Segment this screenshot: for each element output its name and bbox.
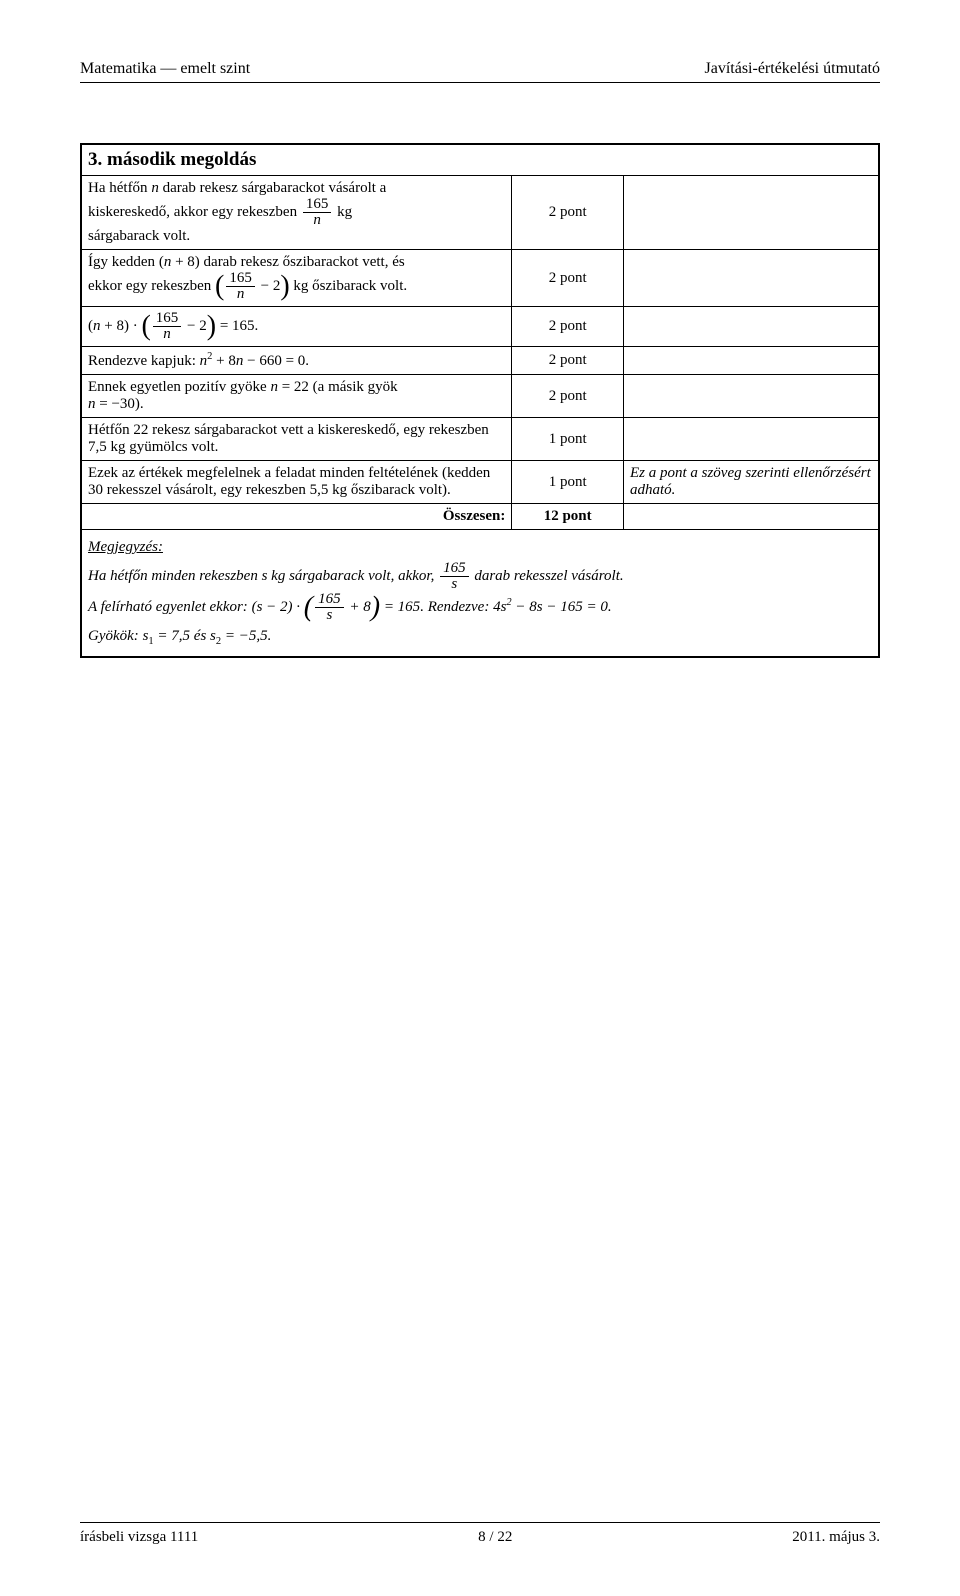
row0-desc: Ha hétfőn n darab rekesz sárgabarackot v… bbox=[82, 176, 512, 250]
row4-pts: 2 pont bbox=[512, 375, 624, 418]
solution-box: 3. második megoldás Ha hétfőn n darab re… bbox=[80, 143, 880, 658]
header-right: Javítási-értékelési útmutató bbox=[705, 60, 881, 78]
row6-pts: 1 pont bbox=[512, 461, 624, 504]
rubric-table: 3. második megoldás Ha hétfőn n darab re… bbox=[81, 144, 879, 657]
row0-frac: 165n bbox=[303, 197, 332, 228]
footer-center: 8 / 22 bbox=[478, 1529, 512, 1546]
row2-note bbox=[623, 307, 878, 347]
row3-note bbox=[623, 347, 878, 375]
row3-pts: 2 pont bbox=[512, 347, 624, 375]
row0-t1: Ha hétfőn bbox=[88, 180, 151, 196]
row1-t1: Így kedden bbox=[88, 254, 159, 270]
row1-note bbox=[623, 250, 878, 307]
solution-title-cell: 3. második megoldás bbox=[82, 145, 879, 176]
note-cell: Megjegyzés: Ha hétfőn minden rekeszben s… bbox=[82, 530, 879, 657]
note-heading: Megjegyzés: bbox=[88, 539, 163, 555]
row3-desc: Rendezve kapjuk: n2 + 8n − 660 = 0. bbox=[82, 347, 512, 375]
total-pts: 12 pont bbox=[512, 504, 624, 530]
row3-pre: Rendezve kapjuk: bbox=[88, 353, 200, 369]
row1-t4: kg őszibarack volt. bbox=[293, 278, 407, 294]
row4-note bbox=[623, 375, 878, 418]
row4-t1: Ennek egyetlen pozitív gyöke bbox=[88, 379, 270, 395]
row0-t5: sárgabarack volt. bbox=[88, 228, 190, 244]
solution-title: 3. második megoldás bbox=[88, 149, 256, 170]
row2-pts: 2 pont bbox=[512, 307, 624, 347]
row5-desc: Hétfőn 22 rekesz sárgabarackot vett a ki… bbox=[82, 418, 512, 461]
page-header: Matematika — emelt szint Javítási-értéke… bbox=[80, 60, 880, 83]
total-label: Összesen: bbox=[82, 504, 512, 530]
total-note bbox=[623, 504, 878, 530]
note-l2a: A felírható egyenlet ekkor: bbox=[88, 599, 252, 615]
header-left: Matematika — emelt szint bbox=[80, 60, 250, 78]
row1-pts: 2 pont bbox=[512, 250, 624, 307]
note-l1a: Ha hétfőn minden rekeszben s kg sárgabar… bbox=[88, 568, 438, 584]
row1-t3: ekkor egy rekeszben bbox=[88, 278, 215, 294]
row1-desc: Így kedden (n + 8) darab rekesz őszibara… bbox=[82, 250, 512, 307]
note-l3a: Gyökök: bbox=[88, 628, 143, 644]
row4-t3: ). bbox=[135, 396, 144, 412]
row5-pts: 1 pont bbox=[512, 418, 624, 461]
row0-pts: 2 pont bbox=[512, 176, 624, 250]
note-l2b: . Rendezve: bbox=[420, 599, 493, 615]
note-l1b: darab rekesszel vásárolt. bbox=[474, 568, 623, 584]
page-footer: írásbeli vizsga 1111 8 / 22 2011. május … bbox=[80, 1522, 880, 1546]
row2-desc: (n + 8) · (165n − 2) = 165. bbox=[82, 307, 512, 347]
row0-t4: kg bbox=[337, 204, 352, 220]
row6-desc: Ezek az értékek megfelelnek a feladat mi… bbox=[82, 461, 512, 504]
row5-note bbox=[623, 418, 878, 461]
note-frac1: 165s bbox=[440, 561, 469, 592]
row1-frac: 165n bbox=[226, 271, 255, 302]
row0-note bbox=[623, 176, 878, 250]
row4-t2: (a másik gyök bbox=[309, 379, 398, 395]
row0-t2: darab rekesz sárgabarackot vásárolt a bbox=[159, 180, 387, 196]
row1-t2: darab rekesz őszibarackot vett, és bbox=[200, 254, 405, 270]
row6-note: Ez a pont a szöveg szerinti ellenőrzésér… bbox=[623, 461, 878, 504]
row0-n: n bbox=[151, 180, 159, 196]
footer-right: 2011. május 3. bbox=[792, 1529, 880, 1546]
row4-desc: Ennek egyetlen pozitív gyöke n = 22 (a m… bbox=[82, 375, 512, 418]
note-l3b: és bbox=[190, 628, 210, 644]
row2-frac: 165n bbox=[153, 311, 182, 342]
row0-t3: kiskereskedő, akkor egy rekeszben bbox=[88, 204, 301, 220]
note-frac2: 165s bbox=[315, 592, 344, 623]
footer-left: írásbeli vizsga 1111 bbox=[80, 1529, 198, 1546]
